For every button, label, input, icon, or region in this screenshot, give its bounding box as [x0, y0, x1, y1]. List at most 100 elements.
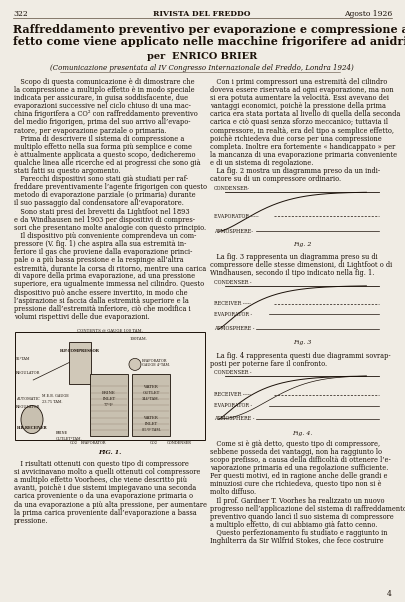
Text: di vapore della prima evaporazione, ad una pressione: di vapore della prima evaporazione, ad u…: [14, 272, 195, 281]
Text: preventivo quando lancì il suo sistema di compressore: preventivo quando lancì il suo sistema d…: [210, 513, 394, 521]
Text: INLET: INLET: [145, 422, 158, 426]
Text: EVAPORATOR -: EVAPORATOR -: [214, 403, 252, 408]
Text: ATMOSPHERE-: ATMOSPHERE-: [214, 229, 253, 234]
Text: si avvicinavano molto a quelli ottenuti col compressore: si avvicinavano molto a quelli ottenuti …: [14, 468, 200, 476]
Text: OUTLET°TAM.: OUTLET°TAM.: [56, 437, 83, 441]
Ellipse shape: [21, 406, 43, 433]
Text: la mancanza di una evaporazione primaria conveniente: la mancanza di una evaporazione primaria…: [210, 151, 397, 159]
Text: l’aspirazione si faccia dalla estremità superiore e la: l’aspirazione si faccia dalla estremità …: [14, 297, 189, 305]
Text: del medio frigorigen, prima del suo arrivo all’evapo-: del medio frigorigen, prima del suo arri…: [14, 119, 190, 126]
Text: Con i primi compressori una estremità del cilindro: Con i primi compressori una estremità de…: [210, 78, 387, 86]
Text: qualche linea alle ricerche ed ai progressi che sono già: qualche linea alle ricerche ed ai progre…: [14, 159, 200, 167]
Text: GAUGE 4°TAM.: GAUGE 4°TAM.: [142, 364, 170, 367]
Text: Parecchi dispositivi sono stati già studiati per raf-: Parecchi dispositivi sono stati già stud…: [14, 175, 188, 183]
Text: 92°TAM: 92°TAM: [16, 356, 30, 361]
Text: WATER: WATER: [144, 416, 158, 420]
Text: Per questi motivi, ed in ragione anche delle grandi e: Per questi motivi, ed in ragione anche d…: [210, 472, 388, 480]
Text: sebbene posseda dei vantaggi, non ha raggiunto lo: sebbene posseda dei vantaggi, non ha rag…: [210, 448, 382, 456]
Text: si era potuta aumentare la velocità. Essi avevano dei: si era potuta aumentare la velocità. Ess…: [210, 94, 389, 102]
Text: ATMOSPHERE -: ATMOSPHERE -: [214, 417, 254, 421]
Text: stati fatti su questo argomento.: stati fatti su questo argomento.: [14, 167, 121, 175]
Text: evaporazioni successive nel ciclo chiuso di una mac-: evaporazioni successive nel ciclo chiuso…: [14, 102, 191, 110]
Text: estremità, durante la corsa di ritorno, mentre una carica: estremità, durante la corsa di ritorno, …: [14, 264, 206, 272]
Text: ratore, per evaporazione parziale o primaria.: ratore, per evaporazione parziale o prim…: [14, 126, 166, 135]
Text: dispositivo può anche essere invertito, in modo che: dispositivo può anche essere invertito, …: [14, 288, 188, 297]
Text: il suo passaggio dal condensatore all’evaporatore.: il suo passaggio dal condensatore all’ev…: [14, 199, 184, 208]
Text: WATER: WATER: [144, 385, 158, 389]
Text: Il prof. Gardner T. Voorhes ha realizzato un nuovo: Il prof. Gardner T. Voorhes ha realizzat…: [210, 497, 384, 504]
Text: (Comunicazione presentata al IV Congresso Internazionale del Freddo, Londra 1924: (Comunicazione presentata al IV Congress…: [50, 64, 354, 72]
Text: M.E.B. GAUGE: M.E.B. GAUGE: [42, 394, 69, 398]
Text: avanti, poichè i due sistemi impiegavano una seconda: avanti, poichè i due sistemi impiegavano…: [14, 484, 196, 492]
Text: da una evaporazione a più alta pressione, per aumentare: da una evaporazione a più alta pressione…: [14, 500, 207, 509]
Text: pressione.: pressione.: [14, 517, 49, 525]
Text: compressore, in realtà, era del tipo a semplice effetto,: compressore, in realtà, era del tipo a s…: [210, 126, 394, 135]
Text: feriore il gas che proviene dalla evaporazione princi-: feriore il gas che proviene dalla evapor…: [14, 248, 192, 256]
Bar: [69, 341, 91, 383]
Text: scopo prefisso, a causa della difficoltà di ottenere l’e-: scopo prefisso, a causa della difficoltà…: [210, 456, 391, 464]
Text: RIVISTA DEL FREDDO: RIVISTA DEL FREDDO: [153, 10, 251, 18]
Bar: [132, 374, 170, 436]
Text: BRINE: BRINE: [56, 431, 68, 435]
Text: CONDENSER -: CONDENSER -: [214, 280, 251, 285]
Text: a multiplo effetto Voorhees, che viene descritto più: a multiplo effetto Voorhees, che viene d…: [14, 476, 187, 484]
Text: INLET: INLET: [102, 397, 115, 401]
Text: vantaggi economici, poichè la pressione della prima: vantaggi economici, poichè la pressione …: [210, 102, 386, 110]
Text: carica era stata portata al livello di quella della seconda: carica era stata portata al livello di q…: [210, 110, 401, 119]
Text: Scopo di questa comunicazione è di dimostrare che: Scopo di questa comunicazione è di dimos…: [14, 78, 195, 86]
Text: e di un sistema di regolazione.: e di un sistema di regolazione.: [210, 159, 313, 167]
Text: pressione dall’estremità inferiore, ciò che modifica i: pressione dall’estremità inferiore, ciò …: [14, 305, 191, 313]
Text: indicata per assicurare, in guisa soddisfacente, due: indicata per assicurare, in guisa soddis…: [14, 94, 188, 102]
Text: Prima di descrivere il sistema di compressione a: Prima di descrivere il sistema di compre…: [14, 135, 184, 143]
Text: Fig. 2: Fig. 2: [293, 242, 311, 247]
Text: catore su di un compressore ordinario.: catore su di un compressore ordinario.: [210, 175, 341, 183]
Text: compressore delle stesse dimensioni, di Lightfoot o di: compressore delle stesse dimensioni, di …: [210, 261, 392, 270]
Text: Raffreddamento preventivo per evaporazione e compressione a multiplo ef-: Raffreddamento preventivo per evaporazio…: [13, 24, 405, 35]
Text: EVAPORATOR -: EVAPORATOR -: [214, 312, 252, 317]
Bar: [90, 374, 128, 436]
Text: 23.75 TAM.: 23.75 TAM.: [42, 400, 62, 404]
Text: superiore, era ugualmente immessa nel cilindro. Questo: superiore, era ugualmente immessa nel ci…: [14, 281, 204, 288]
Text: a multiplo effetto, di cui abbiamo già fatto cenno.: a multiplo effetto, di cui abbiamo già f…: [210, 521, 377, 529]
Text: I risultati ottenuti con questo tipo di compressore: I risultati ottenuti con questo tipo di …: [14, 460, 189, 468]
Text: EVAPORATOR: EVAPORATOR: [142, 359, 167, 364]
Text: per  ENRICO BRIER: per ENRICO BRIER: [147, 52, 257, 61]
Text: Windhausen, secondo il tipo indicato nella fig. 1.: Windhausen, secondo il tipo indicato nel…: [210, 270, 374, 278]
Text: pale o a più bassa pressione e la respinge all’altra: pale o a più bassa pressione e la respin…: [14, 256, 183, 264]
Text: volumi rispettivi delle due evaporazioni.: volumi rispettivi delle due evaporazioni…: [14, 313, 150, 321]
Text: La fig. 3 rappresenta un diagramma preso su di: La fig. 3 rappresenta un diagramma preso…: [210, 253, 378, 261]
Text: la prima carica proveniente dall’evaporazione a bassa: la prima carica proveniente dall’evapora…: [14, 509, 197, 517]
Text: molto diffuso.: molto diffuso.: [210, 488, 256, 497]
Text: posti per poterne fare il confronto.: posti per poterne fare il confronto.: [210, 360, 327, 368]
Text: EVAPORATOR -----: EVAPORATOR -----: [214, 214, 258, 219]
Text: REGULATOR: REGULATOR: [16, 405, 40, 409]
Text: pressore (V. fig. 1) che aspira alla sua estremità in-: pressore (V. fig. 1) che aspira alla sua…: [14, 240, 186, 248]
Text: freddare preventivamente l’agente frigorigen con questo: freddare preventivamente l’agente frigor…: [14, 183, 207, 191]
Text: RECEIVER -----: RECEIVER -----: [214, 393, 251, 397]
Text: è attualmente applicata a questo scopo, dedicheremo: è attualmente applicata a questo scopo, …: [14, 151, 196, 159]
Text: metodo di evaporazione parziale (o primaria) durante: metodo di evaporazione parziale (o prima…: [14, 191, 196, 199]
Text: 100TAM.: 100TAM.: [129, 337, 147, 341]
Text: EVAPORATOR: EVAPORATOR: [81, 441, 107, 445]
Text: H.R.RECEIVER: H.R.RECEIVER: [17, 426, 47, 430]
Text: Fig. 4.: Fig. 4.: [292, 430, 312, 436]
Text: REGULATOR: REGULATOR: [16, 371, 40, 375]
Text: fetto come viene applicato nelle macchine frigorifere ad anidride carbonica: fetto come viene applicato nelle macchin…: [13, 36, 405, 47]
Text: completa. Inoltre era fortemente « handicappato » per: completa. Inoltre era fortemente « handi…: [210, 143, 395, 150]
Text: doveva essere riservata ad ogni evaporazione, ma non: doveva essere riservata ad ogni evaporaz…: [210, 86, 394, 94]
Text: OUTLET: OUTLET: [143, 391, 160, 395]
Text: AUTOMATIC: AUTOMATIC: [16, 397, 40, 402]
Text: e da Windhausen nel 1903 per dispositivi di compres-: e da Windhausen nel 1903 per dispositivi…: [14, 216, 195, 224]
Text: 85°F TAM.: 85°F TAM.: [141, 429, 160, 432]
Text: La fig. 4 rappresenta questi due diagrammi sovrap-: La fig. 4 rappresenta questi due diagram…: [210, 352, 391, 359]
Text: vaporazione primaria ed una regolazione sufficiente.: vaporazione primaria ed una regolazione …: [210, 464, 388, 472]
Text: la compressione a multiplo effetto è in modo speciale: la compressione a multiplo effetto è in …: [14, 86, 195, 94]
Text: ATMOSPHERE -: ATMOSPHERE -: [214, 326, 254, 331]
Text: Inghilterra da Sir Wilfrid Stokes, che fece costruire: Inghilterra da Sir Wilfrid Stokes, che f…: [210, 537, 384, 545]
Text: sori che presentano molte analogie con questo principio.: sori che presentano molte analogie con q…: [14, 224, 206, 232]
Text: 77°F: 77°F: [104, 403, 114, 408]
Text: carica e ciò quasi senza sforzo meccanico; tuttavia il: carica e ciò quasi senza sforzo meccanic…: [210, 119, 388, 126]
Text: poichè richiedeva due corse per una compressione: poichè richiedeva due corse per una comp…: [210, 135, 382, 143]
Text: minuziosi cure che richiedeva, questo tipo non si è: minuziosi cure che richiedeva, questo ti…: [210, 480, 382, 488]
Text: 322: 322: [13, 10, 28, 18]
